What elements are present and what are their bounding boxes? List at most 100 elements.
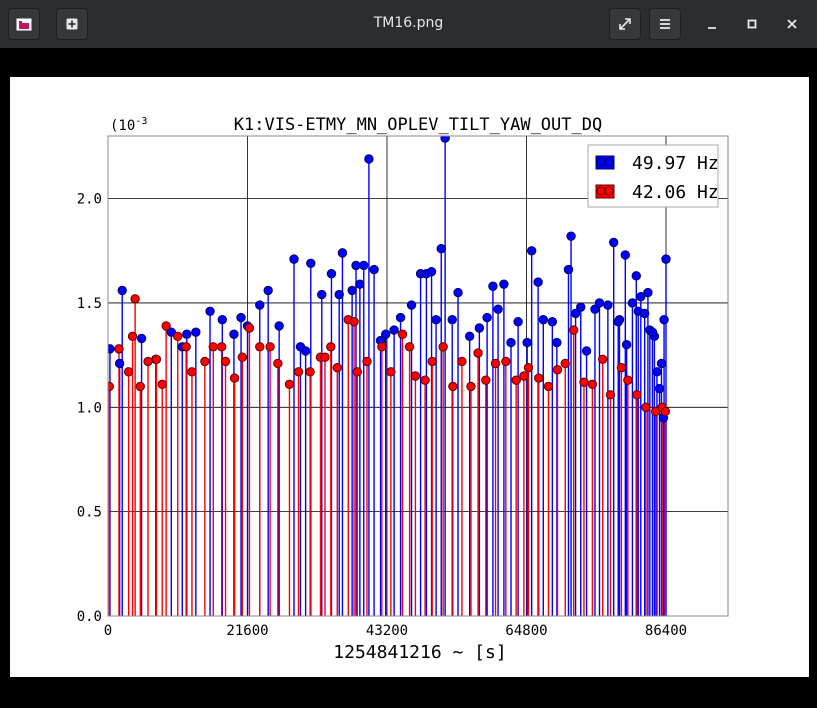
data-point bbox=[364, 154, 374, 164]
data-point bbox=[347, 285, 357, 296]
data-point bbox=[306, 258, 316, 269]
data-point bbox=[420, 375, 430, 385]
data-point bbox=[166, 327, 176, 337]
data-point bbox=[526, 246, 537, 256]
data-point bbox=[627, 298, 638, 308]
data-point bbox=[326, 342, 336, 352]
data-point bbox=[493, 304, 503, 314]
data-point bbox=[547, 317, 558, 327]
x-tick-label: 21600 bbox=[226, 623, 268, 639]
data-point bbox=[123, 367, 134, 377]
data-point bbox=[448, 381, 458, 392]
data-point bbox=[369, 264, 379, 275]
app-menu-button[interactable] bbox=[8, 8, 40, 40]
data-point bbox=[173, 331, 183, 342]
data-point bbox=[552, 365, 563, 375]
data-point bbox=[181, 342, 191, 352]
data-point bbox=[130, 294, 140, 304]
data-point bbox=[426, 266, 437, 277]
stems bbox=[108, 138, 667, 616]
data-point bbox=[377, 342, 387, 352]
legend-label: 49.97 Hz bbox=[632, 153, 719, 174]
data-point bbox=[533, 277, 543, 287]
x-tick-label: 0 bbox=[104, 623, 112, 639]
data-point bbox=[117, 285, 127, 296]
data-point bbox=[136, 333, 147, 344]
data-point bbox=[568, 325, 579, 335]
data-point bbox=[317, 289, 327, 300]
data-point bbox=[216, 342, 227, 352]
close-icon[interactable] bbox=[782, 14, 802, 34]
data-point bbox=[587, 379, 598, 390]
data-point bbox=[135, 381, 145, 392]
legend-marker bbox=[596, 186, 606, 196]
data-point bbox=[605, 390, 616, 400]
data-point bbox=[229, 329, 239, 339]
legend-label: 42.06 Hz bbox=[632, 182, 719, 203]
data-point bbox=[205, 306, 215, 317]
data-point bbox=[300, 346, 311, 356]
data-point bbox=[654, 383, 665, 394]
data-point bbox=[351, 260, 361, 271]
data-point bbox=[632, 390, 642, 400]
data-point bbox=[579, 377, 589, 387]
data-point bbox=[621, 339, 632, 350]
fullscreen-icon bbox=[619, 18, 631, 30]
data-point bbox=[332, 362, 342, 373]
new-tab-button[interactable] bbox=[56, 8, 88, 40]
y-tick-label: 2.0 bbox=[77, 192, 102, 208]
data-point bbox=[151, 354, 162, 365]
fullscreen-button[interactable] bbox=[609, 8, 641, 40]
data-point bbox=[284, 379, 295, 390]
data-point bbox=[659, 314, 669, 325]
data-point bbox=[157, 379, 167, 390]
data-point bbox=[623, 375, 633, 385]
x-tick-label: 64800 bbox=[505, 623, 547, 639]
data-point bbox=[108, 344, 115, 354]
data-point bbox=[594, 298, 605, 308]
data-point bbox=[236, 312, 246, 323]
legend-box bbox=[587, 144, 719, 208]
data-point bbox=[490, 358, 501, 369]
data-point bbox=[436, 243, 446, 254]
data-point bbox=[386, 367, 396, 377]
data-point bbox=[481, 375, 491, 385]
data-point bbox=[466, 381, 476, 392]
data-point bbox=[431, 314, 441, 325]
data-point bbox=[255, 300, 265, 310]
data-point bbox=[410, 371, 421, 381]
data-point bbox=[534, 373, 544, 383]
data-point bbox=[352, 367, 362, 377]
minimize-icon[interactable] bbox=[702, 14, 722, 34]
data-point bbox=[182, 329, 192, 339]
data-point bbox=[538, 314, 548, 325]
data-point bbox=[641, 402, 651, 413]
data-point bbox=[501, 356, 511, 367]
data-point bbox=[229, 373, 240, 383]
data-point bbox=[464, 331, 475, 342]
data-point bbox=[560, 358, 570, 369]
data-point bbox=[337, 248, 348, 258]
axis-ticks: 0 21600 43200 64800 86400 0.0 0.5 1.0 1.5 2.0 bbox=[77, 192, 687, 639]
data-point bbox=[265, 342, 275, 352]
plot-frame bbox=[107, 135, 729, 617]
menu-button[interactable] bbox=[649, 8, 681, 40]
data-point bbox=[220, 356, 231, 367]
data-point bbox=[389, 325, 399, 335]
y-tick-label: 0.0 bbox=[77, 609, 102, 625]
data-point bbox=[161, 321, 171, 331]
data-point bbox=[523, 362, 534, 373]
legend: 49.97 Hz 42.06 Hz bbox=[587, 144, 719, 208]
data-point bbox=[395, 312, 406, 323]
data-point bbox=[499, 279, 509, 289]
window-title: TM16.png bbox=[373, 15, 444, 31]
data-point bbox=[108, 381, 114, 392]
y-tick-label: 1.5 bbox=[77, 296, 102, 312]
maximize-icon[interactable] bbox=[742, 14, 762, 34]
data-point bbox=[427, 356, 437, 367]
data-point bbox=[263, 285, 273, 296]
data-point bbox=[404, 342, 415, 352]
data-point bbox=[217, 314, 228, 325]
data-point bbox=[334, 289, 344, 300]
